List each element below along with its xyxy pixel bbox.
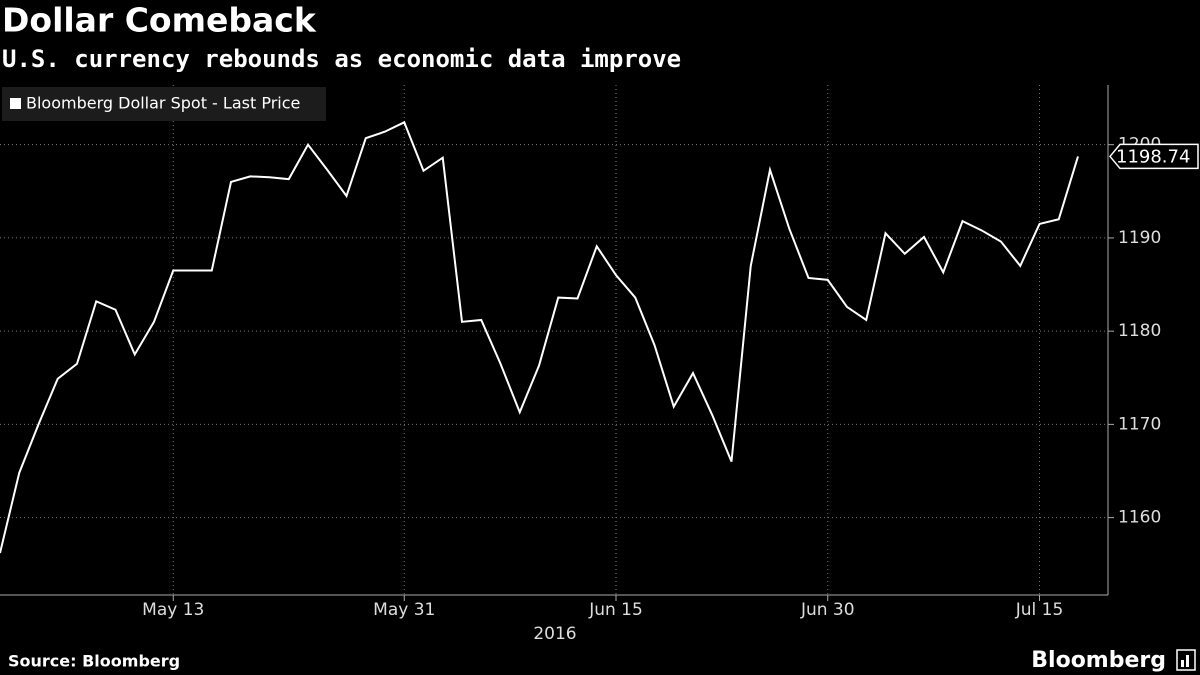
icon-frame [1176, 649, 1196, 671]
y-tick-label: 1180 [1118, 321, 1161, 341]
icon-bar [1186, 655, 1189, 667]
x-axis-label: 2016 [533, 624, 576, 644]
chart-subtitle: U.S. currency rebounds as economic data … [2, 45, 681, 73]
x-tick-label: May 13 [142, 600, 204, 620]
icon-bar [1181, 660, 1184, 667]
x-tick-label: Jul 15 [1015, 600, 1064, 620]
y-tick-label: 1190 [1118, 228, 1161, 248]
legend-box [2, 87, 326, 121]
source: Source: Bloomberg [8, 652, 180, 671]
last-value-callout [1109, 143, 1199, 170]
brand-icon [1176, 649, 1196, 671]
x-tick-label: Jun 30 [800, 600, 855, 620]
last-value-label: 1198.74 [1116, 146, 1190, 167]
legend-swatch [10, 98, 21, 109]
line [0, 120, 1079, 554]
brand-logo: Bloomberg [1031, 648, 1166, 673]
x-tick-label: Jun 15 [588, 600, 643, 620]
chart-title: Dollar Comeback [2, 1, 317, 40]
y-tick-label: 1160 [1118, 508, 1161, 528]
y-tick-label: 1170 [1118, 414, 1161, 434]
x-tick-label: May 31 [373, 600, 435, 620]
legend-label: Bloomberg Dollar Spot - Last Price [26, 94, 300, 113]
